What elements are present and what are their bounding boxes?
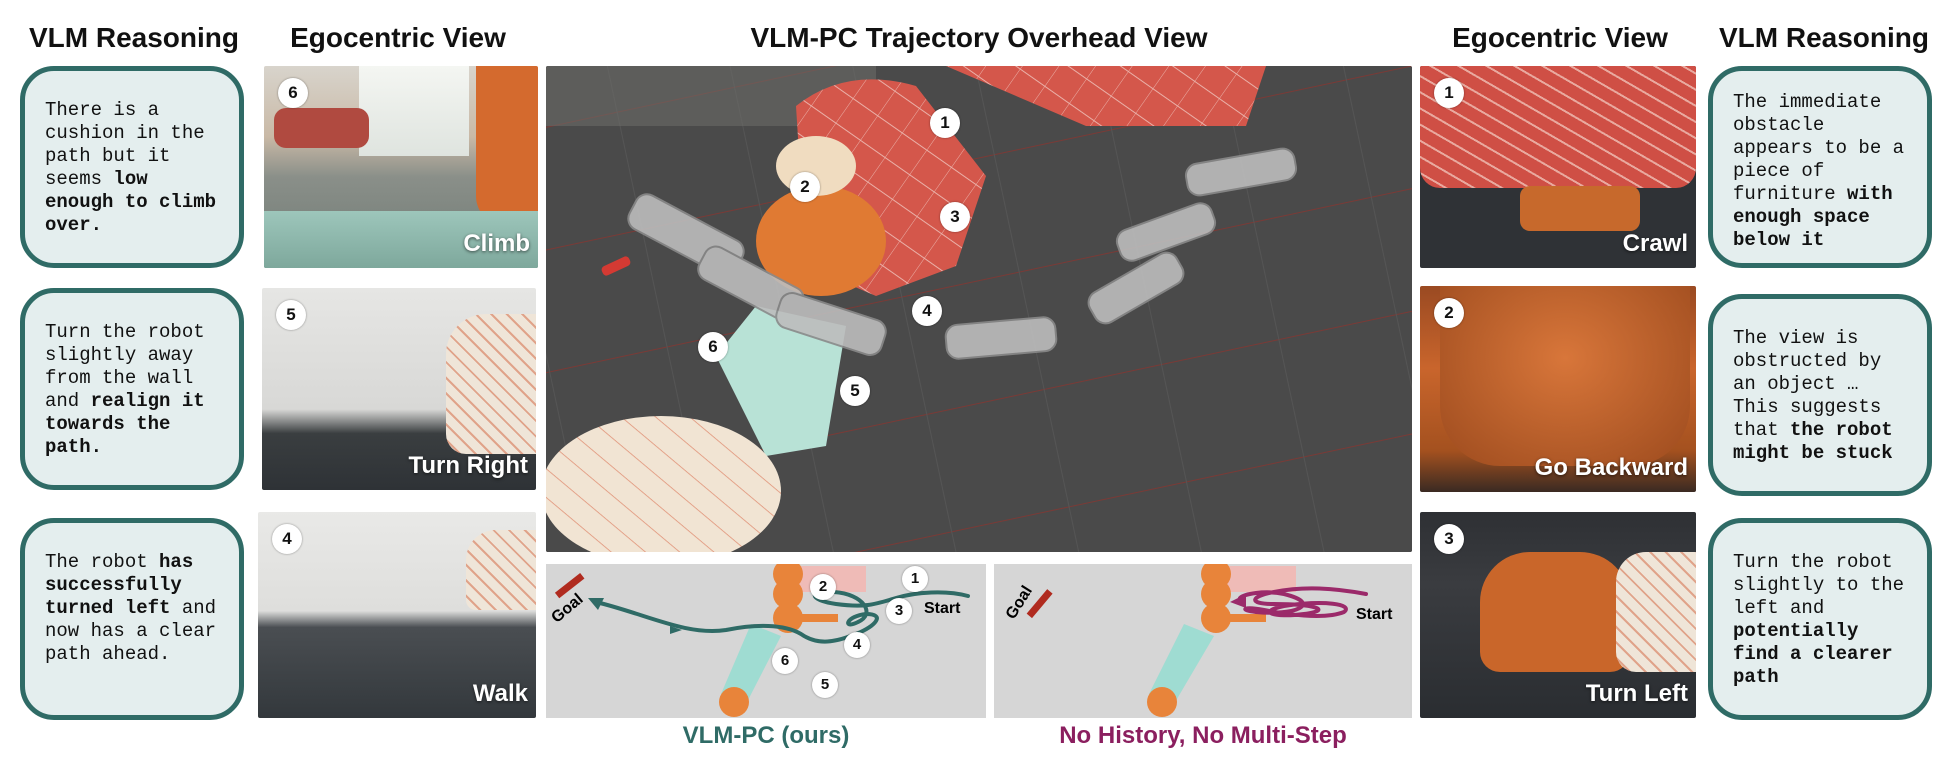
orange-chair: [476, 66, 538, 226]
pouf: [466, 530, 536, 610]
map-marker-4: 4: [844, 632, 870, 658]
start-label: Start: [924, 600, 961, 617]
map-caption-baseline: No History, No Multi-Step: [1059, 722, 1347, 749]
action-label: Turn Left: [1585, 680, 1688, 707]
peach-pouf: [546, 416, 781, 552]
reasoning-emphasis: potentially find a clearer path: [1733, 620, 1893, 688]
red-bench: [946, 66, 1266, 126]
reasoning-text: The robot: [45, 551, 160, 573]
mint-cushion: [1149, 624, 1214, 704]
orange-ottoman: [773, 579, 803, 609]
center-header: VLM-PC Trajectory Overhead View: [750, 22, 1208, 53]
pouf: [446, 314, 536, 454]
map-marker-6: 6: [772, 648, 798, 674]
reasoning-bubble-left-2: Turn the robot slightly away from the wa…: [20, 288, 244, 490]
action-label: Turn Right: [408, 452, 528, 479]
baseline-path: [1238, 586, 1368, 618]
reasoning-emphasis: with enough space below it: [1733, 183, 1893, 251]
reasoning-text: The view is obstructed by an object … Th…: [1733, 327, 1882, 441]
action-label: Go Backward: [1534, 454, 1688, 481]
egocentric-view-right-2: 2 Go Backward: [1420, 286, 1696, 492]
reasoning-bubble-right-3: Turn the robot slightly to the left and …: [1708, 518, 1932, 720]
orange-ottoman: [1201, 579, 1231, 609]
trajectory-map-baseline: Goal Start: [994, 564, 1412, 718]
map-drawing: [1026, 564, 1368, 717]
left-reasoning-header: VLM Reasoning: [28, 22, 239, 53]
overhead-marker-3: 3: [940, 202, 970, 232]
right-view-header: Egocentric View: [1452, 22, 1668, 53]
overhead-scene: [546, 66, 1412, 552]
orange-ottoman: [1440, 286, 1690, 466]
action-label: Climb: [463, 230, 530, 257]
overhead-marker-4: 4: [912, 296, 942, 326]
reasoning-text: Turn the robot slightly to the left and: [1733, 551, 1905, 619]
left-view-header: Egocentric View: [290, 22, 506, 53]
goal-marker: [554, 572, 585, 599]
orange-bar: [786, 614, 838, 622]
path-arrowhead: [588, 598, 604, 610]
mint-cushion: [716, 306, 846, 456]
map-marker-1: 1: [902, 566, 928, 592]
overhead-marker-6: 6: [698, 332, 728, 362]
overhead-view: 1 2 3 4 5 6: [546, 66, 1412, 552]
reasoning-emphasis: low enough to climb over.: [45, 168, 217, 236]
reasoning-bubble-left-1: There is a cushion in the path but it se…: [20, 66, 244, 268]
robot-trail: [627, 147, 1298, 360]
reasoning-text: The immediate obstacle appears to be a p…: [1733, 91, 1905, 205]
step-badge: 5: [276, 300, 306, 330]
step-badge: 6: [278, 78, 308, 108]
reasoning-text: There is a cushion in the path but it se…: [45, 99, 205, 190]
right-reasoning-header: VLM Reasoning: [1718, 22, 1929, 53]
path-arrow: [670, 626, 682, 634]
trajectory-map-vlm-pc: Goal Start 1 2 3 4 5 6: [546, 564, 986, 718]
map-caption-vlm-pc: VLM-PC (ours): [682, 722, 850, 749]
orange-ottoman: [1480, 552, 1630, 672]
reasoning-emphasis: the robot might be stuck: [1733, 419, 1893, 464]
orange-ottoman: [719, 687, 749, 717]
red-cushion: [1420, 66, 1696, 188]
map-marker-3: 3: [886, 598, 912, 624]
orange-ottoman: [1147, 687, 1177, 717]
egocentric-view-left-1: 6 Climb: [264, 66, 538, 268]
orange-seat: [1520, 186, 1640, 231]
reasoning-text: and now has a clear path ahead.: [45, 597, 217, 665]
overhead-marker-5: 5: [840, 376, 870, 406]
path-arrowhead: [1230, 594, 1246, 608]
red-toy: [601, 256, 631, 276]
orange-bar: [1214, 614, 1266, 622]
reasoning-emphasis: realign it towards the path.: [45, 390, 205, 458]
reasoning-emphasis: has successfully turned left: [45, 551, 194, 619]
map-marker-2: 2: [810, 574, 836, 600]
overhead-marker-1: 1: [930, 108, 960, 138]
step-badge: 2: [1434, 298, 1464, 328]
orange-ottoman: [756, 186, 886, 296]
window-light: [359, 66, 469, 156]
mint-cushion: [264, 211, 538, 268]
egocentric-view-left-2: 5 Turn Right: [262, 288, 536, 490]
reasoning-bubble-right-2: The view is obstructed by an object … Th…: [1708, 294, 1932, 496]
mint-cushion: [721, 624, 781, 704]
vlm-pc-path: [594, 589, 970, 644]
action-label: Walk: [472, 680, 528, 707]
egocentric-view-right-1: 1 Crawl: [1420, 66, 1696, 268]
step-badge: 3: [1434, 524, 1464, 554]
reasoning-bubble-right-1: The immediate obstacle appears to be a p…: [1708, 66, 1932, 268]
egocentric-view-right-3: 3 Turn Left: [1420, 512, 1696, 718]
egocentric-view-left-3: 4 Walk: [258, 512, 536, 718]
map-marker-5: 5: [812, 672, 838, 698]
step-badge: 4: [272, 524, 302, 554]
step-badge: 1: [1434, 78, 1464, 108]
reasoning-bubble-left-3: The robot has successfully turned left a…: [20, 518, 244, 720]
overhead-marker-2: 2: [790, 172, 820, 202]
reasoning-text: Turn the robot slightly away from the wa…: [45, 321, 205, 412]
goal-marker: [1026, 589, 1053, 619]
pouf: [1616, 552, 1696, 672]
red-chair: [274, 108, 369, 148]
action-label: Crawl: [1622, 230, 1688, 257]
start-label: Start: [1356, 606, 1393, 623]
